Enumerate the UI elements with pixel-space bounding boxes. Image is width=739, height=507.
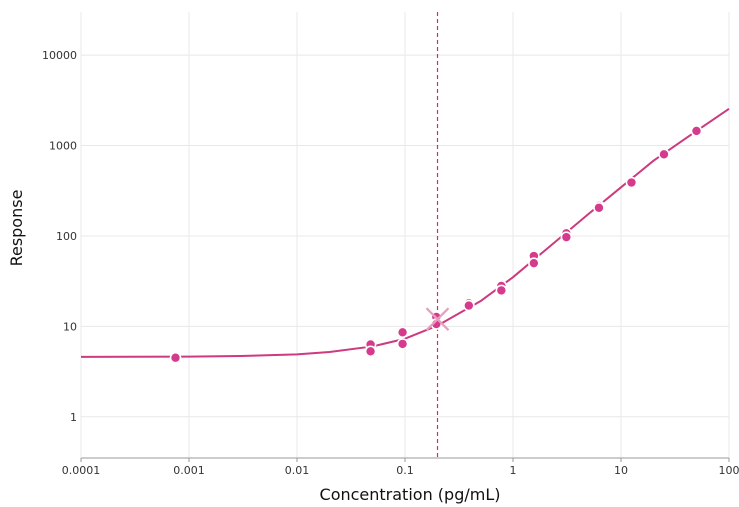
highlight-group	[425, 307, 450, 331]
data-point	[396, 326, 409, 339]
data-point	[495, 284, 508, 297]
y-tick-label: 1000	[49, 140, 77, 153]
data-point	[169, 351, 182, 364]
x-tick-label: 0.001	[173, 464, 205, 477]
data-point	[560, 231, 573, 243]
x-tick-label: 0.1	[396, 464, 414, 477]
y-tick-label: 10	[63, 320, 77, 333]
x-tick-label: 10	[614, 464, 628, 477]
y-axis-ticks: 1 10 100 1000 10000	[42, 49, 77, 424]
data-point	[396, 338, 409, 350]
data-point	[593, 201, 605, 214]
x-tick-label: 0.0001	[62, 464, 101, 477]
y-tick-label: 10000	[42, 49, 77, 62]
fit-curve	[80, 107, 730, 358]
x-axis-title: Concentration (pg/mL)	[320, 485, 501, 504]
x-tick-label: 1	[510, 464, 517, 477]
y-axis-title: Response	[7, 190, 26, 267]
data-points	[169, 125, 703, 364]
x-axis-ticks: 0.0001 0.001 0.01 0.1 1 10 100	[62, 458, 739, 477]
data-point	[528, 257, 540, 269]
data-point	[463, 299, 475, 312]
data-point	[364, 345, 377, 358]
fit-curve-group	[80, 107, 730, 358]
x-tick-label: 0.01	[285, 464, 310, 477]
data-point	[658, 148, 670, 161]
y-tick-label: 1	[70, 411, 77, 424]
data-point	[625, 176, 638, 189]
y-tick-label: 100	[56, 230, 77, 243]
data-point	[690, 125, 703, 137]
grid	[80, 12, 730, 458]
highlight-marker	[425, 307, 450, 331]
x-tick-label: 100	[719, 464, 739, 477]
